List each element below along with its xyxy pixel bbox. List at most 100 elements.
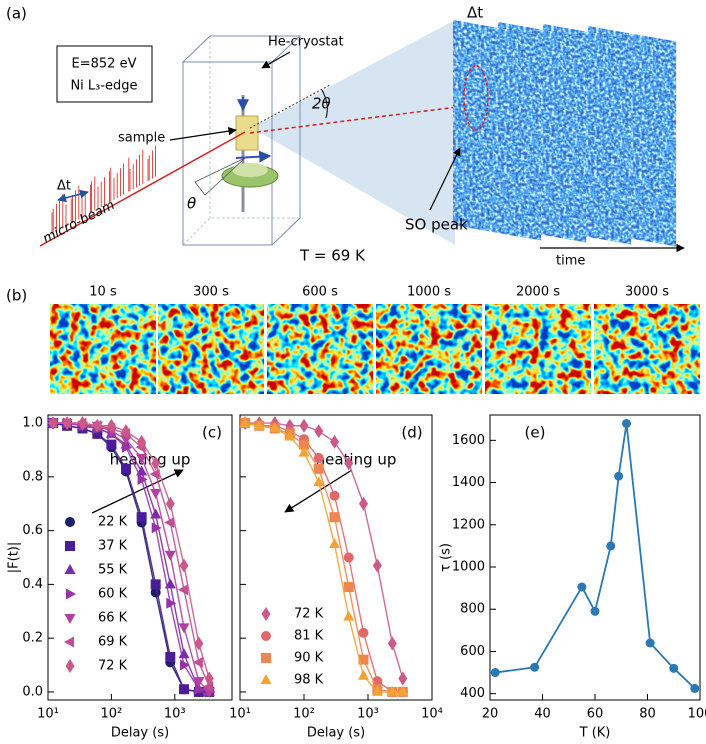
annotation-arrow	[285, 470, 352, 512]
time-label: time	[556, 254, 585, 269]
sample-label: sample	[118, 131, 165, 146]
x-tick-label: 10³	[357, 707, 379, 722]
marker	[343, 611, 354, 621]
panel-label: (d)	[401, 424, 422, 442]
legend-label: 90 K	[294, 651, 324, 666]
marker	[165, 551, 176, 561]
marker	[180, 559, 189, 573]
marker	[359, 497, 368, 511]
marker	[388, 637, 397, 651]
y-tick-label: 800	[460, 602, 485, 617]
x-tick-label: 20	[482, 707, 499, 722]
panel-label: (b)	[6, 287, 27, 305]
marker	[179, 684, 189, 694]
legend-marker	[261, 653, 271, 663]
legend-label: 22 K	[98, 515, 128, 530]
marker	[180, 660, 190, 671]
snapshot-time: 300 s	[193, 285, 229, 300]
x-tick-label: 10⁴	[421, 707, 443, 722]
heatmap	[376, 304, 482, 394]
legend-label: 69 K	[98, 635, 128, 650]
marker	[622, 419, 631, 428]
heatmap	[594, 304, 700, 394]
legend-label: 37 K	[98, 539, 128, 554]
legend-marker	[65, 541, 75, 551]
legend-label: 60 K	[98, 587, 128, 602]
legend-marker	[262, 607, 271, 621]
legend-marker	[261, 631, 271, 641]
marker	[398, 671, 407, 685]
y-tick-label: 1400	[452, 475, 485, 490]
marker	[690, 684, 699, 693]
snapshot-time: 2000 s	[516, 285, 560, 300]
energy: E=852 eV	[72, 57, 137, 72]
two-theta: 2θ	[312, 95, 331, 113]
edge: Ni L₃-edge	[70, 79, 137, 94]
series-line	[495, 423, 695, 688]
marker	[606, 541, 615, 550]
heatmap	[267, 304, 373, 394]
y-tick-label: 1600	[452, 433, 485, 448]
peak-label: SO peak	[405, 216, 468, 234]
detector-frames	[453, 20, 676, 247]
snapshot-time: 600 s	[302, 285, 338, 300]
y-tick-label: 1000	[452, 560, 485, 575]
marker	[591, 607, 600, 616]
x-axis-label: Delay (s)	[307, 726, 365, 741]
marker	[121, 464, 131, 474]
marker	[491, 668, 500, 677]
y-tick-label: 0.0	[22, 684, 43, 699]
marker	[314, 453, 324, 463]
cryostat-label: He-cryostat	[268, 35, 344, 50]
x-tick-label: 10¹	[229, 707, 251, 722]
y-axis-label: τ (s)	[439, 543, 454, 572]
legend-label: 72 K	[294, 607, 324, 622]
panel-label: (c)	[202, 424, 222, 442]
marker	[344, 553, 354, 563]
y-tick-label: 1200	[452, 517, 485, 532]
pulse-interval: Δt	[57, 179, 71, 194]
snapshot-time: 3000 s	[625, 285, 669, 300]
marker	[530, 663, 539, 672]
heatmap	[485, 304, 591, 394]
x-axis-label: T (K)	[579, 726, 611, 741]
marker	[330, 512, 340, 522]
snapshot-time: 10 s	[89, 285, 117, 300]
y-tick-label: 0.6	[22, 523, 43, 538]
heatmap	[50, 304, 156, 394]
marker	[577, 583, 586, 592]
y-tick-label: 0.2	[22, 631, 43, 646]
marker	[358, 628, 368, 638]
marker	[165, 652, 175, 662]
marker	[106, 440, 116, 450]
x-tick-label: 40	[534, 707, 551, 722]
x-tick-label: 80	[639, 707, 656, 722]
y-tick-label: 0.8	[22, 469, 43, 484]
marker	[137, 512, 147, 522]
sample	[236, 116, 258, 150]
scatter-cone	[252, 20, 455, 245]
legend-marker	[66, 659, 75, 673]
panel-label: (a)	[6, 5, 27, 23]
marker	[300, 419, 309, 433]
legend-label: 98 K	[294, 673, 324, 688]
marker	[150, 489, 161, 499]
marker	[646, 639, 655, 648]
y-tick-label: 1.0	[22, 416, 43, 431]
x-tick-label: 10³	[164, 707, 186, 722]
diagram: (a) E=852 eV Ni L₃-edge He-cryostat samp…	[6, 4, 684, 269]
legend-marker	[66, 589, 76, 600]
y-tick-label: 0.4	[22, 577, 43, 592]
x-tick-label: 10¹	[37, 707, 59, 722]
legend-label: 55 K	[98, 563, 128, 578]
legend-marker	[261, 674, 272, 684]
legend-label: 66 K	[98, 611, 128, 626]
plot-frame	[490, 415, 700, 700]
y-tick-label: 600	[460, 644, 485, 659]
x-tick-label: 60	[587, 707, 604, 722]
heatmap	[158, 304, 264, 394]
marker	[330, 491, 340, 501]
